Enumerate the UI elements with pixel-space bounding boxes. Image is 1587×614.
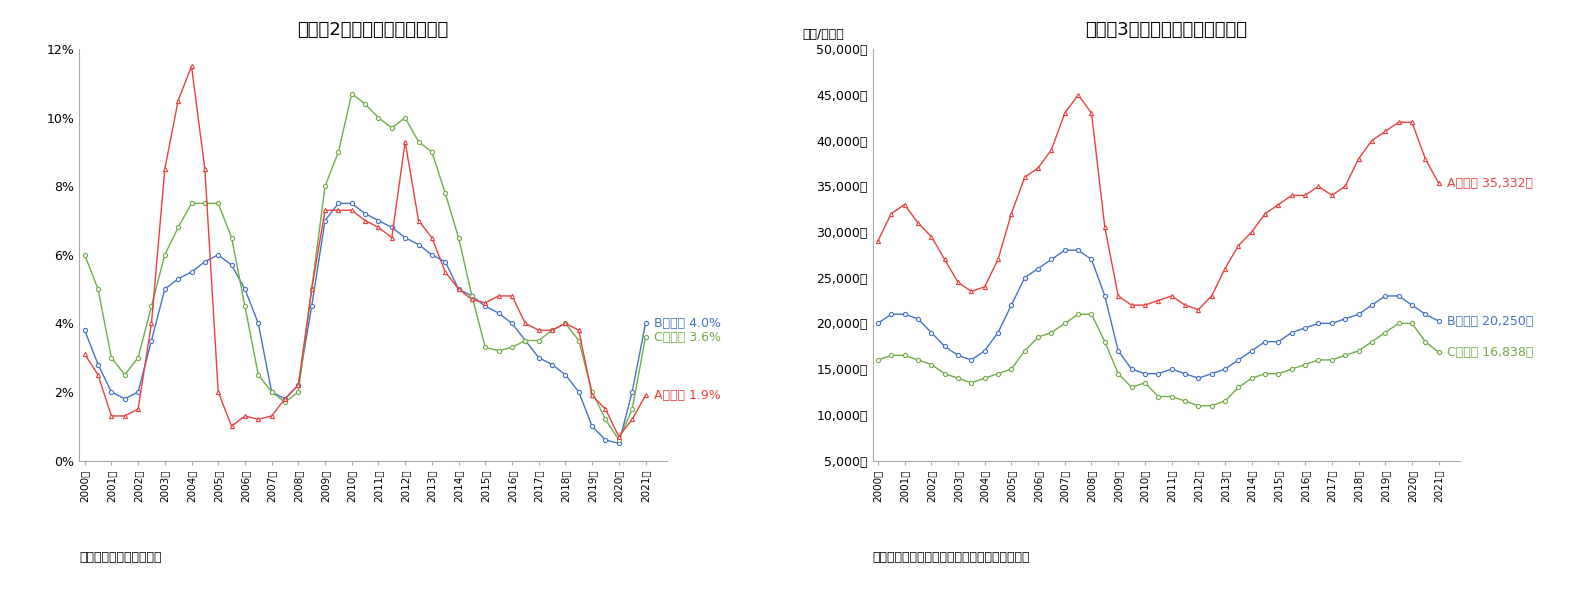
- Text: （出所）三幸エステート: （出所）三幸エステート: [79, 551, 162, 564]
- Text: （円/月坪）: （円/月坪）: [801, 28, 844, 41]
- Text: Cクラス 16,838円: Cクラス 16,838円: [1447, 346, 1533, 359]
- Title: 図表－2　東京都心部の空室率: 図表－2 東京都心部の空室率: [297, 21, 449, 39]
- Text: Cクラス 3.6%: Cクラス 3.6%: [654, 330, 720, 344]
- Text: Aクラス 35,332円: Aクラス 35,332円: [1447, 177, 1533, 190]
- Text: Aクラス 1.9%: Aクラス 1.9%: [654, 389, 720, 402]
- Text: Bクラス 4.0%: Bクラス 4.0%: [654, 317, 720, 330]
- Text: （出所）三幸エステート・ニッセイ基礎研究所: （出所）三幸エステート・ニッセイ基礎研究所: [873, 551, 1030, 564]
- Title: 図表－3　東京都心部の成約賃料: 図表－3 東京都心部の成約賃料: [1086, 21, 1247, 39]
- Text: Bクラス 20,250円: Bクラス 20,250円: [1447, 314, 1533, 328]
